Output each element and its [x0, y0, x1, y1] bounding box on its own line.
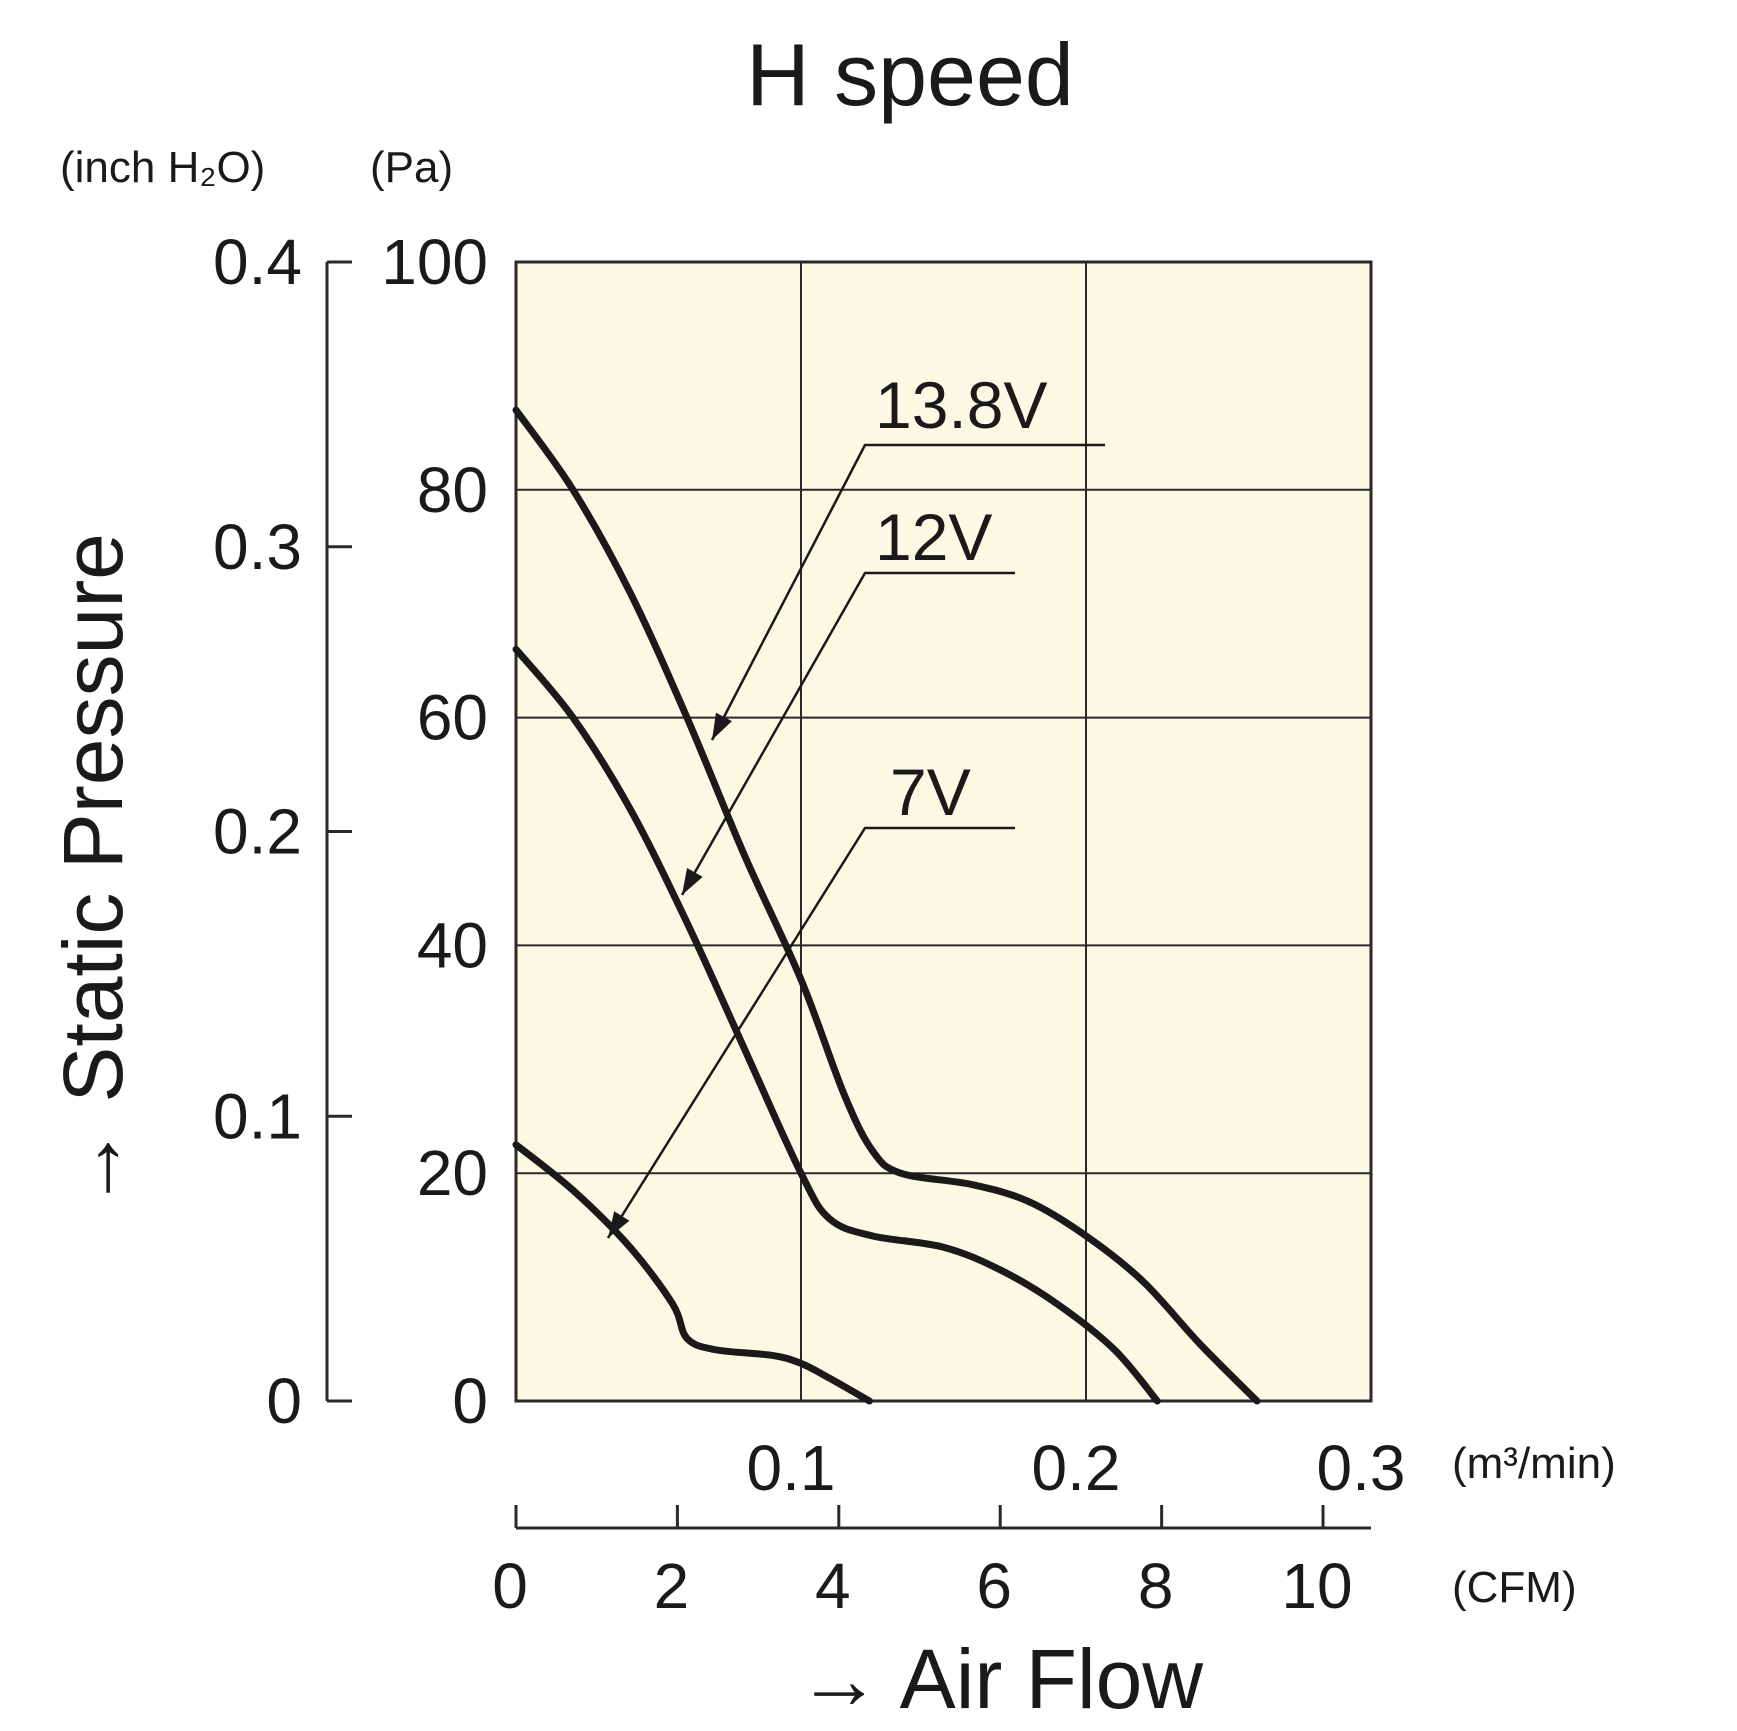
series-line-7V [512, 1141, 873, 1405]
y-secondary-tick-label: 0.2 [213, 796, 302, 868]
x-unit-secondary: (CFM) [1452, 1563, 1577, 1612]
series-leader-arrowhead [682, 867, 703, 895]
series-leader-line [680, 571, 1015, 896]
y-tick-label: 80 [417, 454, 488, 526]
x-tick-label: 0.1 [747, 1432, 836, 1504]
y-tick-label: 20 [417, 1137, 488, 1209]
x-axis-label: → Air Flow [797, 1632, 1203, 1726]
series-leader-arrowhead [608, 1211, 630, 1238]
y-secondary-tick-label: 0.3 [213, 511, 302, 583]
x-secondary-tick-label: 0 [492, 1550, 528, 1622]
series-leader-arrowhead [712, 712, 732, 740]
x-tick-label: 0.2 [1032, 1432, 1121, 1504]
y-tick-label: 60 [417, 682, 488, 754]
y-secondary-tick-label: 0.4 [213, 226, 302, 298]
grid-lines [516, 262, 1371, 1401]
series-label: 7V [890, 755, 971, 829]
chart-title: H speed [746, 25, 1074, 124]
series-leader-line [710, 443, 1105, 741]
plot-area [514, 260, 1373, 1403]
x-secondary-tick-label: 2 [654, 1550, 690, 1622]
series-line-12V [512, 645, 1161, 1405]
y-unit-secondary: (inch H₂O) [60, 143, 265, 192]
x-primary-ticks: 0.1 0.2 0.3 [747, 1432, 1406, 1504]
y-axis-label: → Static Pressure [46, 533, 140, 1210]
x-unit-primary: (m³/min) [1452, 1439, 1616, 1488]
y-secondary-ticks: 0 0.1 0.2 0.3 0.4 [213, 226, 352, 1437]
series-leader-line [606, 826, 1015, 1239]
y-tick-label: 100 [381, 226, 488, 298]
x-secondary-ticks: 0 2 4 6 8 10 [492, 1505, 1353, 1622]
y-unit-primary: (Pa) [370, 143, 453, 192]
y-tick-label: 40 [417, 909, 488, 981]
x-tick-label: 0.3 [1317, 1432, 1406, 1504]
series-line-13.8V [512, 406, 1261, 1405]
y-secondary-tick-label: 0 [266, 1365, 302, 1437]
x-secondary-tick-label: 10 [1281, 1550, 1352, 1622]
x-secondary-tick-label: 8 [1138, 1550, 1174, 1622]
y-secondary-tick-label: 0.1 [213, 1080, 302, 1152]
series-label: 13.8V [875, 368, 1047, 442]
y-tick-label: 0 [452, 1365, 488, 1437]
series-curves [512, 406, 1261, 1405]
x-secondary-tick-label: 6 [976, 1550, 1012, 1622]
series-label: 12V [875, 500, 992, 574]
y-primary-ticks: 0 20 40 60 80 100 [381, 226, 488, 1437]
x-secondary-tick-label: 4 [815, 1550, 851, 1622]
series-leaders: 13.8V 12V 7V [606, 368, 1105, 1239]
